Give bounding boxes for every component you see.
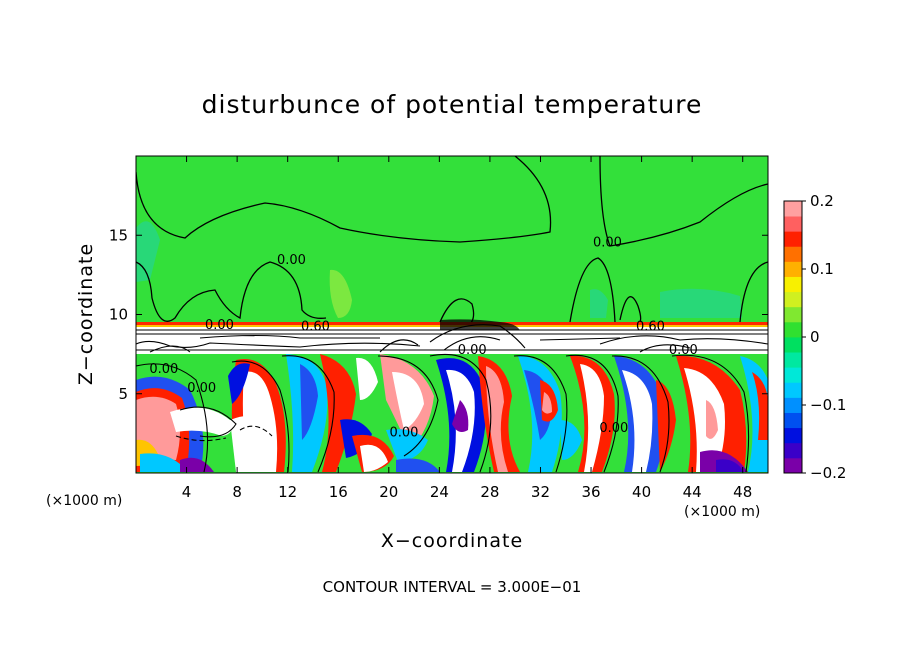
colorbar-swatch — [784, 276, 802, 293]
x-tick-label: 32 — [531, 483, 550, 501]
contour-label: 0.00 — [389, 426, 418, 441]
colorbar-swatch — [784, 352, 802, 368]
colorbar-swatch — [784, 457, 802, 474]
colorbar-swatch — [784, 397, 802, 413]
contour-label: 0.00 — [277, 253, 306, 268]
x-tick-label: 24 — [430, 483, 449, 501]
contour-labels: 0.00 0.00 0.00 0.60 0.60 0.00 0.00 0.00 0.00 0.00… — [149, 235, 697, 440]
x-unit-label-right: (×1000 m) — [684, 504, 760, 520]
y-tick-label: 15 — [109, 226, 128, 244]
colorbar-swatch — [784, 412, 802, 429]
colorbar-swatch — [784, 201, 802, 217]
x-axis-label: X−coordinate — [381, 530, 523, 552]
contour-interval-note: CONTOUR INTERVAL = 3.000E−01 — [323, 578, 582, 596]
contour-line — [569, 257, 616, 323]
colorbar-swatch — [784, 321, 802, 338]
contour-line — [619, 296, 642, 323]
contour-line — [136, 261, 327, 322]
contour-label: 0.00 — [669, 343, 698, 358]
colorbar-swatch — [784, 427, 802, 444]
lower-layer-pattern — [136, 354, 768, 472]
x-tick-label: 12 — [278, 483, 297, 501]
colorbar-swatch — [784, 337, 802, 353]
y-tick-label: 10 — [109, 306, 128, 324]
x-tick-label: 20 — [379, 483, 398, 501]
contour-label: 0.00 — [599, 421, 628, 436]
upper-field-shade — [590, 289, 608, 318]
contour-label: 0.60 — [301, 319, 330, 334]
x-axis: 4 8 12 16 20 24 28 32 36 40 44 48 — [182, 156, 752, 501]
contour-label: 0.00 — [458, 343, 487, 358]
x-unit-label-left: (×1000 m) — [46, 493, 122, 509]
lower-contours — [136, 353, 750, 473]
x-tick-label: 28 — [480, 483, 499, 501]
contour-line — [599, 156, 768, 247]
x-tick-label: 8 — [232, 483, 242, 501]
contour-label: 0.00 — [187, 381, 216, 396]
x-tick-label: 40 — [632, 483, 651, 501]
y-axis-label: Z−coordinate — [75, 243, 97, 385]
x-tick-label: 44 — [683, 483, 702, 501]
colorbar-tick-label: −0.1 — [810, 396, 846, 414]
colorbar-swatch — [784, 261, 802, 277]
chart-title: disturbunce of potential temperature — [202, 90, 703, 119]
colorbar-swatch — [784, 231, 802, 247]
contour-label: 0.00 — [593, 235, 622, 250]
colorbar-tick-label: 0.2 — [810, 192, 834, 210]
contour-line — [136, 156, 552, 243]
upper-field-shade — [660, 288, 742, 318]
contour-label: 0.00 — [205, 318, 234, 333]
colorbar-swatch — [784, 306, 802, 323]
inversion-contours — [440, 319, 520, 330]
upper-field-shade — [329, 269, 352, 318]
colorbar-swatch — [784, 367, 802, 383]
colorbar-tick-label: 0 — [810, 328, 820, 346]
colorbar: 0.2 0.1 0 −0.1 −0.2 — [783, 192, 846, 482]
colorbar-swatch — [784, 291, 802, 308]
x-tick-label: 4 — [182, 483, 192, 501]
colorbar-swatch — [784, 442, 802, 459]
x-tick-label: 16 — [329, 483, 348, 501]
x-tick-label: 48 — [733, 483, 752, 501]
plot-area — [136, 156, 768, 473]
y-axis: 5 10 15 — [109, 226, 768, 403]
colorbar-swatch — [784, 216, 802, 232]
contour-label: 0.60 — [636, 319, 665, 334]
colorbar-swatch — [784, 382, 802, 398]
colorbar-tick-label: 0.1 — [810, 260, 834, 278]
colorbar-swatch — [784, 246, 802, 262]
contour-line — [739, 261, 768, 323]
colorbar-tick-label: −0.2 — [810, 464, 846, 482]
contour-label: 0.00 — [149, 362, 178, 377]
y-tick-label: 5 — [118, 385, 128, 403]
x-tick-label: 36 — [581, 483, 600, 501]
